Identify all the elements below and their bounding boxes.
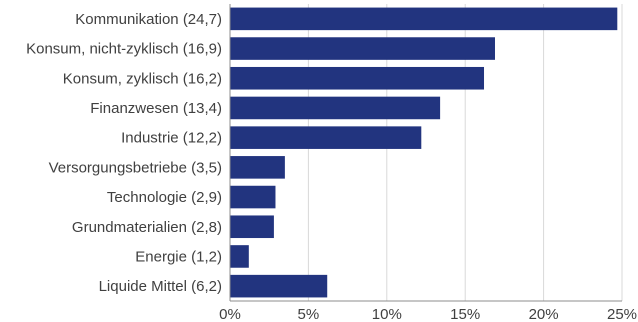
- x-tick-label: 15%: [450, 306, 480, 322]
- category-label: Konsum, zyklisch (16,2): [63, 70, 222, 87]
- bars: [230, 7, 618, 298]
- category-label: Grundmaterialien (2,8): [72, 219, 222, 236]
- category-label: Industrie (12,2): [121, 130, 222, 147]
- category-label: Liquide Mittel (6,2): [99, 278, 222, 295]
- bar: [230, 156, 285, 179]
- bar: [230, 66, 485, 90]
- bar: [230, 7, 618, 31]
- category-label: Kommunikation (24,7): [75, 11, 222, 28]
- category-label: Finanzwesen (13,4): [90, 100, 222, 117]
- x-axis-ticks: 0% 5% 10% 15% 20% 25%: [219, 306, 637, 322]
- bar: [230, 126, 422, 149]
- category-labels: Kommunikation (24,7) Konsum, nicht-zyklis…: [26, 11, 222, 295]
- x-tick-label: 25%: [607, 306, 637, 322]
- x-tick-label: 0%: [219, 306, 241, 322]
- x-tick-label: 20%: [529, 306, 559, 322]
- bar: [230, 37, 495, 60]
- category-label: Energie (1,2): [135, 248, 222, 265]
- bar: [230, 96, 441, 120]
- bar: [230, 245, 249, 268]
- x-tick-label: 5%: [298, 306, 320, 322]
- bar: [230, 274, 328, 298]
- category-label: Versorgungsbetriebe (3,5): [49, 159, 222, 176]
- x-tick-label: 10%: [372, 306, 402, 322]
- bar: [230, 215, 274, 239]
- bar: [230, 185, 276, 209]
- category-label: Technologie (2,9): [107, 189, 222, 206]
- category-label: Konsum, nicht-zyklisch (16,9): [26, 41, 222, 58]
